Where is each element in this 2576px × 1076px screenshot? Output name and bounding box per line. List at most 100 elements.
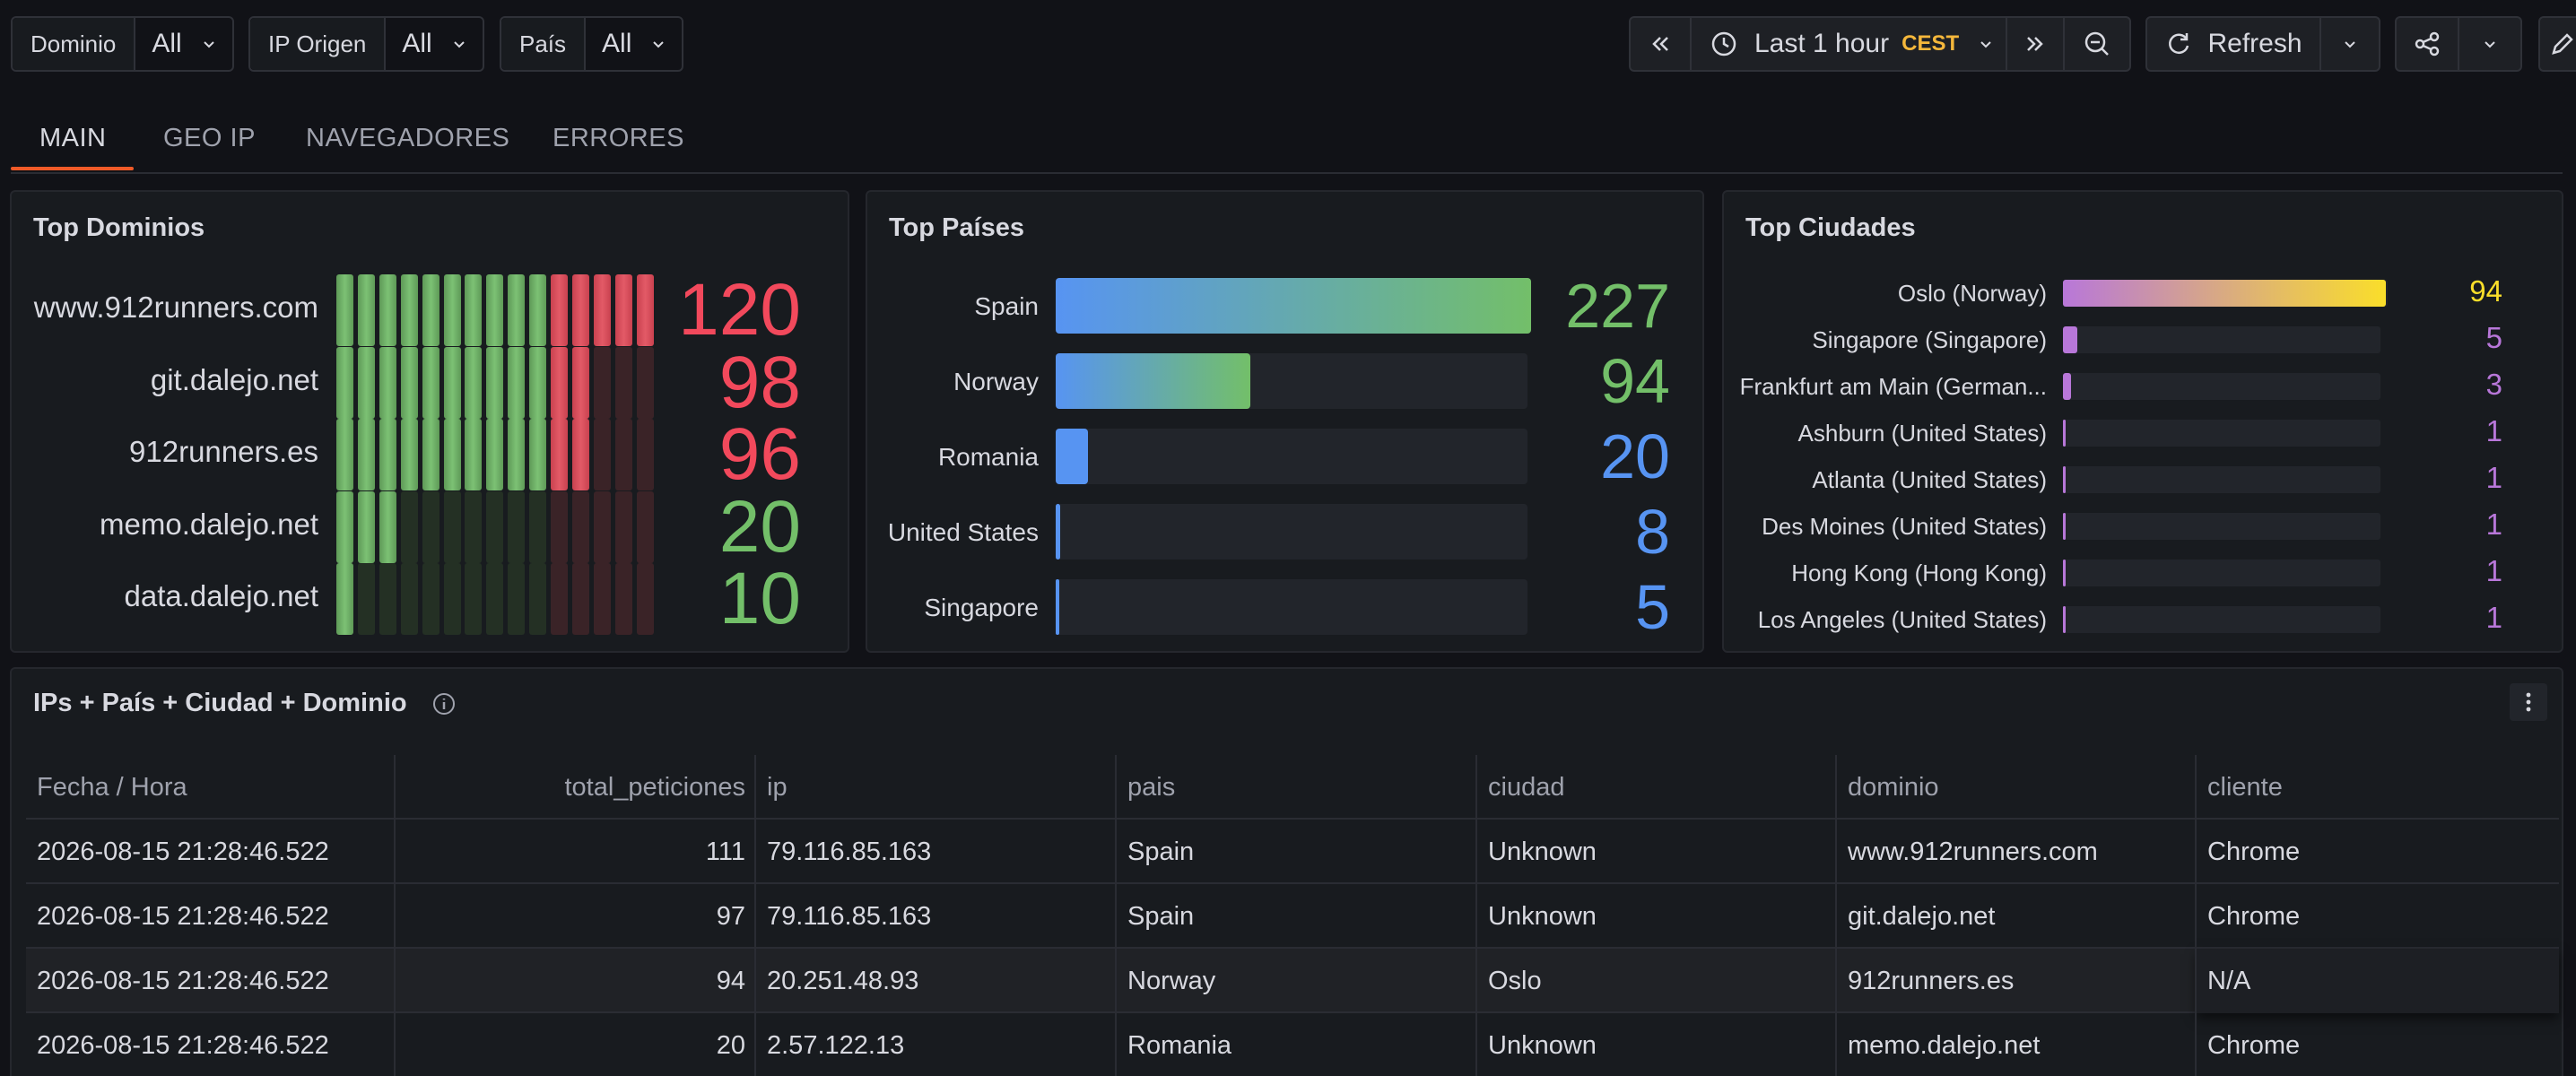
country-row: Norway 94	[867, 346, 1702, 416]
table-row[interactable]: 2026-08-15 21:28:46.522 97 79.116.85.163 Sp…	[26, 884, 2559, 949]
gauge-cell	[486, 347, 504, 419]
filter-ip-origen[interactable]: IP Origen All	[248, 16, 484, 72]
table-row[interactable]: 2026-08-15 21:28:46.522 111 79.116.85.163 S…	[26, 820, 2559, 884]
gauge-cell	[486, 274, 504, 346]
gauge-cell	[571, 274, 589, 346]
edit-button[interactable]	[2538, 16, 2576, 72]
gauge-cell	[400, 491, 418, 563]
city-bar	[2063, 606, 2066, 633]
column-divider[interactable]	[754, 755, 756, 820]
panel-title: IPs + País + Ciudad + Dominio	[33, 689, 407, 717]
domain-row: 912runners.es 96	[12, 413, 848, 495]
table-cell: 20	[716, 1031, 745, 1060]
table-row[interactable]: 2026-08-15 21:28:46.522 20 2.57.122.13 Roma…	[26, 1013, 2559, 1076]
refresh-interval-dropdown[interactable]	[2319, 16, 2380, 72]
city-bar	[2063, 560, 2066, 586]
country-bar-track	[1056, 504, 1527, 560]
city-row: Hong Kong (Hong Kong) 1	[1724, 554, 2562, 588]
table-row[interactable]: 2026-08-15 21:28:46.522 94 20.251.48.93 Nor…	[26, 949, 2559, 1013]
gauge-cell	[422, 563, 439, 635]
domain-name: git.dalejo.net	[150, 363, 318, 396]
city-row: Ashburn (United States) 1	[1724, 414, 2562, 448]
gauge-cell	[551, 491, 568, 563]
tab-main[interactable]: MAIN	[39, 124, 107, 152]
country-name: Singapore	[924, 594, 1039, 621]
table-cell: 111	[705, 837, 745, 866]
table-cell: Spain	[1127, 837, 1195, 866]
column-divider	[1835, 1013, 1837, 1076]
country-bar-track	[1056, 353, 1527, 409]
column-header[interactable]: cliente	[2207, 773, 2283, 802]
domain-name: data.dalejo.net	[124, 579, 318, 612]
time-shift-back-button[interactable]	[1629, 16, 1692, 72]
city-bar	[2063, 373, 2071, 400]
domain-row: data.dalejo.net 10	[12, 558, 848, 639]
time-shift-forward-button[interactable]	[2006, 16, 2065, 72]
gauge-cell	[593, 491, 611, 563]
column-header[interactable]: ciudad	[1488, 773, 1565, 802]
city-name: Singapore (Singapore)	[1812, 326, 2047, 353]
filter-dominio-select[interactable]: All	[135, 18, 231, 70]
city-row: Los Angeles (United States) 1	[1724, 601, 2562, 635]
gauge-cell	[379, 347, 396, 419]
filter-dominio[interactable]: Dominio All	[11, 16, 234, 72]
table-cell: Chrome	[2207, 902, 2301, 931]
domain-value: 98	[718, 342, 801, 423]
filter-pais-select[interactable]: All	[586, 18, 682, 70]
domain-value: 10	[718, 558, 801, 639]
tab-navegadores[interactable]: NAVEGADORES	[306, 124, 510, 152]
panel-top-dominios: Top Dominios www.912runners.com 120 git.da…	[10, 190, 849, 653]
column-divider	[1475, 949, 1477, 1013]
table-cell: 79.116.85.163	[767, 902, 932, 931]
gauge-cell	[443, 491, 461, 563]
domain-value: 120	[678, 269, 801, 351]
column-divider[interactable]	[1475, 755, 1477, 820]
gauge-cell	[400, 347, 418, 419]
column-divider[interactable]	[394, 755, 396, 820]
country-name: Norway	[953, 368, 1039, 395]
city-bar	[2063, 420, 2066, 447]
gauge-cell	[614, 419, 632, 490]
tab-errores[interactable]: ERRORES	[553, 124, 684, 152]
gauge-cell	[529, 491, 547, 563]
chevron-down-icon	[2345, 41, 2355, 48]
info-icon[interactable]	[431, 690, 457, 717]
refresh-icon	[2169, 33, 2189, 55]
gauge-cell	[443, 274, 461, 346]
table-cell: 2026-08-15 21:28:46.522	[37, 902, 329, 931]
zoom-out-button[interactable]	[2063, 16, 2131, 72]
country-bar	[1056, 579, 1059, 635]
refresh-button[interactable]: Refresh	[2145, 16, 2321, 72]
time-range-picker[interactable]: Last 1 hour CEST	[1690, 16, 2007, 72]
panel-menu-button[interactable]	[2510, 683, 2547, 721]
table-cell: 912runners.es	[1848, 967, 2015, 995]
gauge-cell	[400, 563, 418, 635]
table-cell: Unknown	[1488, 837, 1597, 866]
column-header[interactable]: ip	[767, 773, 788, 802]
filter-ip-origen-select[interactable]: All	[386, 18, 482, 70]
gauge-cell	[571, 491, 589, 563]
column-header[interactable]: dominio	[1848, 773, 1939, 802]
filter-pais[interactable]: País All	[500, 16, 684, 72]
time-range-label: Last 1 hour	[1754, 29, 1890, 58]
share-options-dropdown[interactable]	[2458, 16, 2522, 72]
domain-row: memo.dalejo.net 20	[12, 486, 848, 568]
active-tab-indicator	[11, 167, 134, 170]
domain-name: memo.dalejo.net	[100, 508, 318, 541]
gauge-cell	[486, 491, 504, 563]
column-divider[interactable]	[2195, 755, 2197, 820]
column-divider[interactable]	[1115, 755, 1117, 820]
gauge-cell	[357, 347, 375, 419]
column-header[interactable]: Fecha / Hora	[37, 773, 187, 802]
table-cell: 97	[716, 902, 745, 931]
column-header[interactable]: pais	[1127, 773, 1176, 802]
table-cell: 94	[716, 967, 745, 995]
country-bar	[1056, 278, 1531, 334]
share-button[interactable]	[2395, 16, 2459, 72]
gauge-cell	[357, 491, 375, 563]
column-divider[interactable]	[1835, 755, 1837, 820]
country-bar-track	[1056, 429, 1527, 484]
column-header[interactable]: total_peticiones	[564, 773, 745, 802]
column-divider	[1835, 820, 1837, 884]
tab-geo-ip[interactable]: GEO IP	[163, 124, 256, 152]
